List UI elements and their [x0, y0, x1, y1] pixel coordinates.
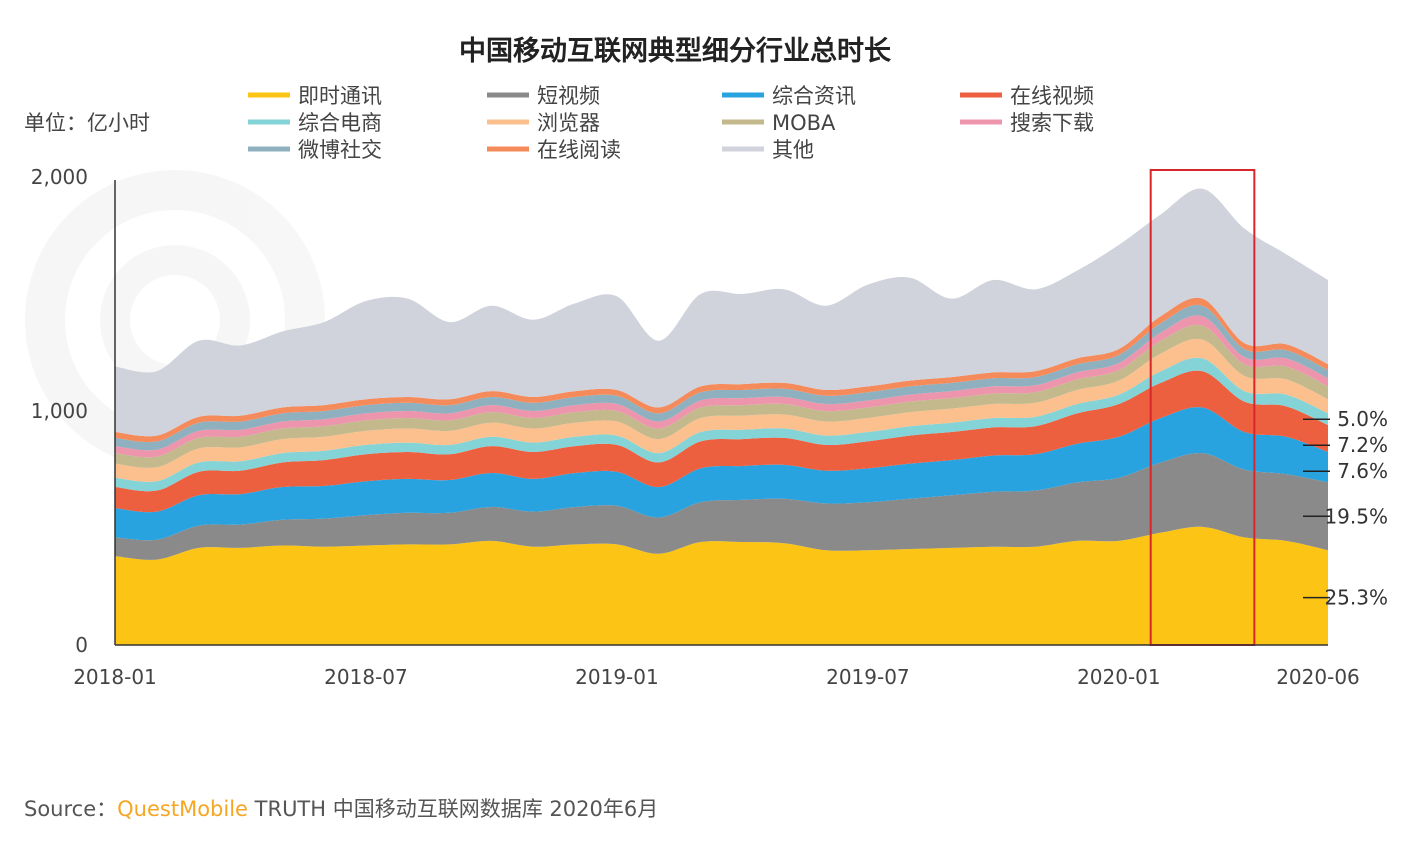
area-综合资讯 — [115, 407, 1328, 541]
x-tick-label: 2020-06 — [1276, 665, 1360, 689]
x-tick-label: 2018-07 — [324, 665, 408, 689]
annotation-label-4: 25.3% — [1324, 586, 1388, 610]
legend-label-3: 在线视频 — [1010, 84, 1094, 108]
y-tick-label: 0 — [75, 633, 88, 657]
areas — [115, 169, 1328, 646]
x-tick-label: 2019-07 — [826, 665, 910, 689]
legend-label-5: 浏览器 — [537, 111, 600, 135]
legend-label-6: MOBA — [772, 111, 836, 135]
source-brand: QuestMobile — [117, 797, 248, 821]
chart-title: 中国移动互联网典型细分行业总时长 — [459, 35, 892, 67]
y-tick-label: 2,000 — [31, 165, 88, 189]
area-其他 — [115, 188, 1328, 437]
annotation-label-2: 7.6% — [1337, 459, 1388, 483]
area-短视频 — [115, 452, 1328, 560]
area-在线视频 — [115, 370, 1328, 513]
source-suffix: TRUTH 中国移动互联网数据库 2020年6月 — [247, 797, 659, 821]
area-即时通讯 — [115, 526, 1328, 645]
axes: 0 1,000 2,000 2018-01 2018-07 2019-01 2019-07 2… — [31, 165, 1360, 689]
area-综合电商 — [115, 357, 1328, 492]
area-浏览器 — [115, 338, 1328, 482]
legend-label-9: 在线阅读 — [537, 138, 621, 162]
source-prefix: Source： — [24, 797, 118, 821]
x-tick-label: 2020-01 — [1077, 665, 1161, 689]
source-line: Source：QuestMobile TRUTH 中国移动互联网数据库 2020… — [24, 793, 658, 823]
annotation-label-1: 7.2% — [1337, 433, 1388, 457]
unit-label: 单位：亿小时 — [24, 111, 150, 135]
legend-label-1: 短视频 — [537, 84, 600, 108]
y-tick-label: 1,000 — [31, 399, 88, 423]
annotation-label-0: 5.0% — [1337, 407, 1388, 431]
legend-label-10: 其他 — [772, 138, 814, 162]
area-MOBA — [115, 324, 1328, 468]
annotations: 5.0%7.2%7.6% 19.5% 25.3% — [1303, 407, 1388, 610]
x-tick-label: 2019-01 — [575, 665, 659, 689]
legend-label-2: 综合资讯 — [772, 84, 856, 108]
x-tick-label: 2018-01 — [73, 665, 157, 689]
legend-label-0: 即时通讯 — [298, 84, 382, 108]
legend-label-8: 微博社交 — [298, 138, 382, 162]
legend-label-4: 综合电商 — [298, 111, 382, 135]
legend-label-7: 搜索下载 — [1010, 111, 1094, 135]
annotation-label-3: 19.5% — [1324, 504, 1388, 528]
